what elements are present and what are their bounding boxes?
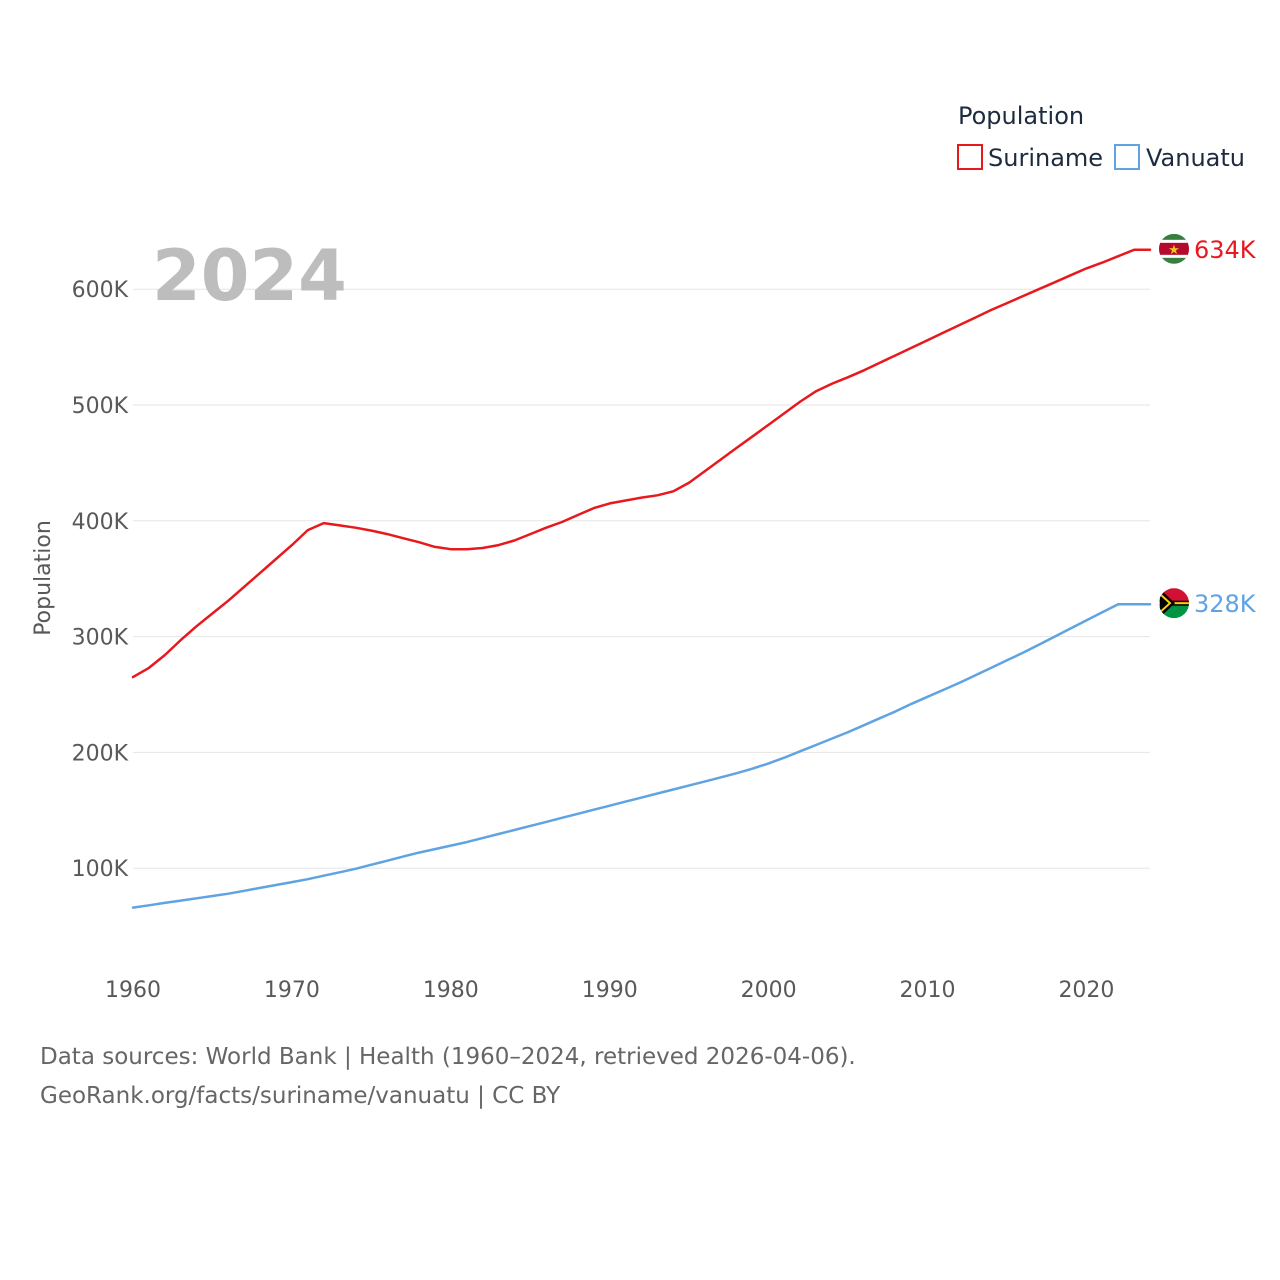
year-label: 2024 bbox=[152, 235, 347, 317]
x-tick-label: 1960 bbox=[105, 978, 161, 1003]
gridlines bbox=[133, 288, 1150, 869]
legend-title: Population bbox=[958, 102, 1084, 130]
y-tick-label: 500K bbox=[72, 394, 129, 419]
y-axis-title: Population bbox=[31, 520, 56, 636]
series-line-vanuatu[interactable] bbox=[131, 602, 1152, 909]
legend-label-suriname[interactable]: Suriname bbox=[988, 144, 1103, 172]
x-tick-label: 2010 bbox=[900, 978, 956, 1003]
legend-label-vanuatu[interactable]: Vanuatu bbox=[1146, 144, 1245, 172]
legend-swatch-suriname[interactable] bbox=[957, 144, 983, 170]
series-lines bbox=[131, 248, 1152, 909]
vanuatu-flag-icon bbox=[1159, 588, 1189, 619]
series-line-suriname[interactable] bbox=[131, 248, 1152, 679]
footer-attribution[interactable]: GeoRank.org/facts/suriname/vanuatu | CC … bbox=[40, 1083, 561, 1109]
x-tick-label: 1990 bbox=[582, 978, 638, 1003]
x-tick-label: 2000 bbox=[741, 978, 797, 1003]
y-tick-label: 600K bbox=[72, 278, 129, 303]
y-tick-label: 400K bbox=[72, 510, 129, 535]
end-label-vanuatu: 328K bbox=[1194, 590, 1257, 618]
legend-swatch-vanuatu[interactable] bbox=[1114, 144, 1140, 170]
svg-text:★: ★ bbox=[1168, 243, 1180, 258]
footer-data-sources: Data sources: World Bank | Health (1960–… bbox=[40, 1044, 856, 1070]
end-label-suriname: 634K bbox=[1194, 236, 1257, 264]
legend: Population Suriname Vanuatu bbox=[957, 102, 1245, 172]
y-tick-label: 300K bbox=[72, 626, 129, 651]
x-tick-label: 2020 bbox=[1058, 978, 1114, 1003]
series-end-markers: ★ 634K 328K bbox=[1159, 233, 1257, 619]
x-tick-label: 1980 bbox=[423, 978, 479, 1003]
x-axis-ticks: 1960 1970 1980 1990 2000 2010 2020 bbox=[105, 978, 1114, 1003]
x-tick-label: 1970 bbox=[264, 978, 320, 1003]
y-tick-label: 200K bbox=[72, 741, 129, 766]
suriname-flag-icon: ★ bbox=[1159, 233, 1189, 264]
y-tick-label: 100K bbox=[72, 857, 129, 882]
y-axis-ticks: 100K 200K 300K 400K 500K 600K bbox=[72, 278, 129, 882]
